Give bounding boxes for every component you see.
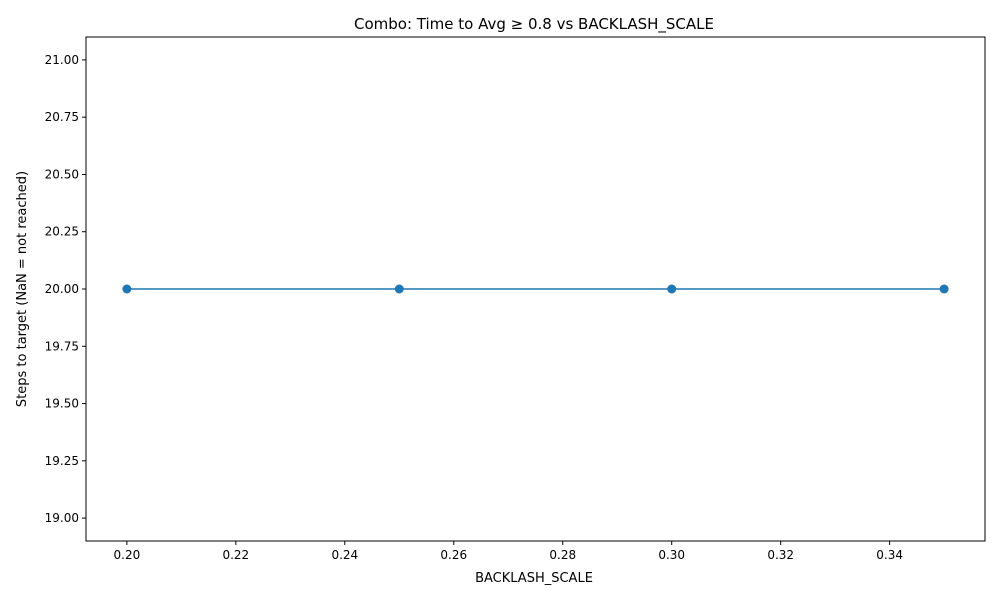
data-point: [939, 284, 949, 294]
chart-title: Combo: Time to Avg ≥ 0.8 vs BACKLASH_SCA…: [354, 15, 714, 34]
data-point: [394, 284, 404, 294]
data-point: [122, 284, 132, 294]
x-tick-label: 0.30: [658, 548, 685, 562]
data-point: [667, 284, 677, 294]
y-tick-label: 19.25: [45, 454, 79, 468]
x-tick-label: 0.20: [114, 548, 141, 562]
x-tick-label: 0.26: [440, 548, 467, 562]
x-tick-label: 0.22: [222, 548, 249, 562]
x-tick-label: 0.32: [767, 548, 794, 562]
y-tick-label: 20.75: [45, 110, 79, 124]
y-tick-label: 19.00: [45, 511, 79, 525]
y-tick-label: 19.50: [45, 397, 79, 411]
series-group: [122, 284, 949, 294]
y-axis-label: Steps to target (NaN = not reached): [15, 171, 30, 407]
y-tick-label: 20.50: [45, 167, 79, 181]
x-tick-label: 0.34: [876, 548, 903, 562]
y-tick-label: 20.00: [45, 282, 79, 296]
y-tick-label: 19.75: [45, 339, 79, 353]
y-tick-label: 21.00: [45, 53, 79, 67]
x-tick-label: 0.28: [549, 548, 576, 562]
x-axis: 0.20 0.22 0.24 0.26 0.28 0.30 0.32 0.34: [114, 541, 903, 562]
x-axis-label: BACKLASH_SCALE: [475, 571, 593, 586]
y-axis: 19.00 19.25 19.50 19.75 20.00 20.25 20.50 20.75…: [45, 53, 86, 525]
y-tick-label: 20.25: [45, 225, 79, 239]
x-tick-label: 0.24: [331, 548, 358, 562]
